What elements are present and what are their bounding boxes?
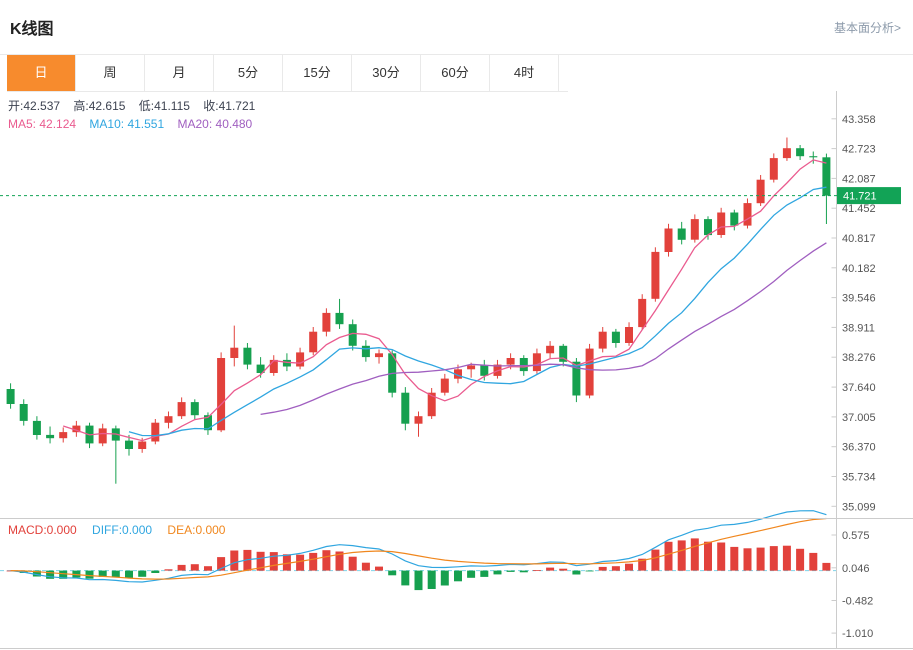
chart-frame xyxy=(0,91,913,649)
ma20-info: MA20: 40.480 xyxy=(177,117,253,131)
ohlc-info: 开:42.537 高:42.615 低:41.115 收:41.721 xyxy=(8,97,265,114)
y-axis: 43.358 42.723 42.087 41.452 40.817 40.182 39.5… xyxy=(831,114,876,640)
tab-day[interactable]: 日 xyxy=(7,55,76,91)
y-axis-label: 42.723 xyxy=(842,144,876,156)
y-axis-label: 40.182 xyxy=(842,263,876,275)
high-value: 42.615 xyxy=(88,99,126,113)
open-value: 42.537 xyxy=(23,99,61,113)
y-axis-label: 41.452 xyxy=(842,203,876,215)
open-label: 开: xyxy=(8,99,24,113)
tab-15min[interactable]: 15分 xyxy=(283,55,352,91)
macd-lines xyxy=(10,510,827,583)
y-axis-label: 40.817 xyxy=(842,233,876,245)
ma10-info: MA10: 41.551 xyxy=(89,117,165,131)
y-axis-label: 38.276 xyxy=(842,352,876,364)
ma5-info: MA5: 42.124 xyxy=(8,117,77,131)
tab-60min[interactable]: 60分 xyxy=(421,55,490,91)
tab-5min[interactable]: 5分 xyxy=(214,55,283,91)
timeframe-tabs: 日周月 5分 15分 30分 60分 4时 xyxy=(7,55,568,92)
dea-value-info: DEA:0.000 xyxy=(167,523,226,537)
macd-info: MACD:0.000 DIFF:0.000 DEA:0.000 xyxy=(8,523,237,537)
y-axis-label: 37.005 xyxy=(842,412,876,424)
y-axis-label: 36.370 xyxy=(842,442,876,454)
page-title: K线图 xyxy=(10,21,54,38)
tab-month[interactable]: 月 xyxy=(145,55,214,91)
low-value: 41.115 xyxy=(154,99,190,113)
macd-axis-label: 0.046 xyxy=(842,563,870,575)
y-axis-label: 43.358 xyxy=(842,114,876,126)
y-axis-label: 35.099 xyxy=(842,501,876,513)
close-label: 收: xyxy=(203,99,219,113)
last-price-tag-value: 41.721 xyxy=(843,191,877,203)
chart-container: 43.358 42.723 42.087 41.452 40.817 40.182 39.5… xyxy=(0,91,913,650)
last-price-line: 41.721 xyxy=(0,187,901,205)
kline-chart[interactable]: 43.358 42.723 42.087 41.452 40.817 40.182 39.5… xyxy=(0,91,913,650)
ma-info: MA5: 42.124 MA10: 41.551 MA20: 40.480 xyxy=(8,117,262,131)
tab-week[interactable]: 周 xyxy=(76,55,145,91)
header: K线图 基本面分析> xyxy=(0,0,913,54)
y-axis-label: 39.546 xyxy=(842,293,876,305)
macd-histogram xyxy=(6,538,831,591)
macd-axis-label: -0.482 xyxy=(842,596,873,608)
macd-axis-label: 0.575 xyxy=(842,530,870,542)
low-label: 低: xyxy=(138,99,155,113)
chart-plot-surface[interactable] xyxy=(0,91,837,648)
macd-axis-label: -1.010 xyxy=(842,628,873,640)
close-value: 41.721 xyxy=(218,99,256,113)
y-axis-label: 42.087 xyxy=(842,173,876,185)
diff-value-info: DIFF:0.000 xyxy=(92,523,153,537)
y-axis-label: 38.911 xyxy=(842,322,875,334)
fundamental-analysis-link[interactable]: 基本面分析> xyxy=(833,20,901,35)
tab-4hour[interactable]: 4时 xyxy=(490,55,559,91)
last-price-tag xyxy=(837,187,901,205)
tab-30min[interactable]: 30分 xyxy=(352,55,421,91)
macd-value-info: MACD:0.000 xyxy=(8,523,77,537)
high-label: 高: xyxy=(73,99,89,113)
y-axis-label: 37.640 xyxy=(842,382,876,394)
timeframe-tabbar: 日周月 5分 15分 30分 60分 4时 xyxy=(0,54,913,92)
ma-lines xyxy=(62,159,827,442)
y-axis-label: 35.734 xyxy=(842,472,876,484)
